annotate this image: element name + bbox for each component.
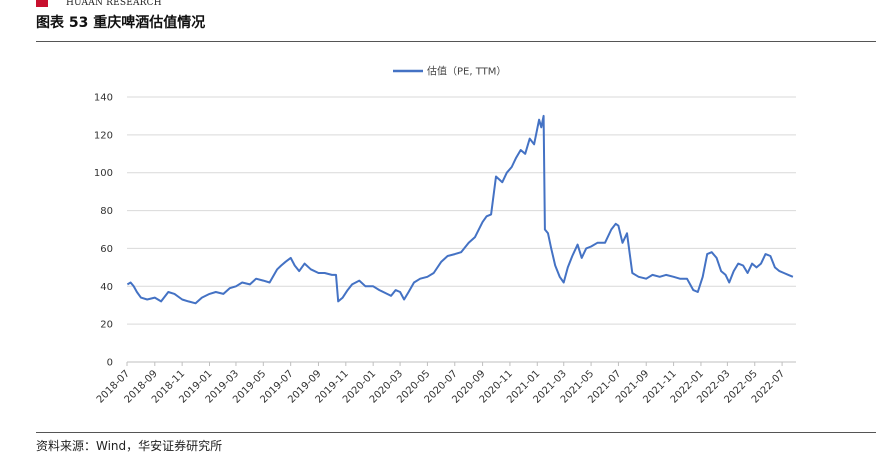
brand-name: HUAAN RESEARCH [66,0,162,8]
bottom-divider [36,432,876,433]
y-tick-label: 60 [100,244,113,255]
top-divider [36,41,876,42]
y-tick-label: 0 [107,358,113,369]
chart-legend: 估值（PE, TTM） [393,65,506,78]
x-axis-ticks: 2018-072018-092018-112019-012019-032019-… [95,362,787,406]
y-tick-label: 120 [94,130,113,141]
plot-area [126,114,794,305]
y-tick-label: 80 [100,206,113,217]
y-axis-ticks: 0 20 40 60 80 100 120 140 [94,93,113,369]
y-tick-label: 40 [100,282,113,293]
y-tick-label: 140 [94,93,113,104]
source-note: 资料来源：Wind，华安证券研究所 [36,439,223,453]
chart-grid [127,96,796,325]
brand-logo [36,0,48,7]
figure-title: 图表 53 重庆啤酒估值情况 [36,15,206,31]
y-tick-label: 20 [100,320,113,331]
y-tick-label: 100 [94,168,113,179]
legend-label: 估值（PE, TTM） [427,65,506,78]
series-line [126,114,794,305]
